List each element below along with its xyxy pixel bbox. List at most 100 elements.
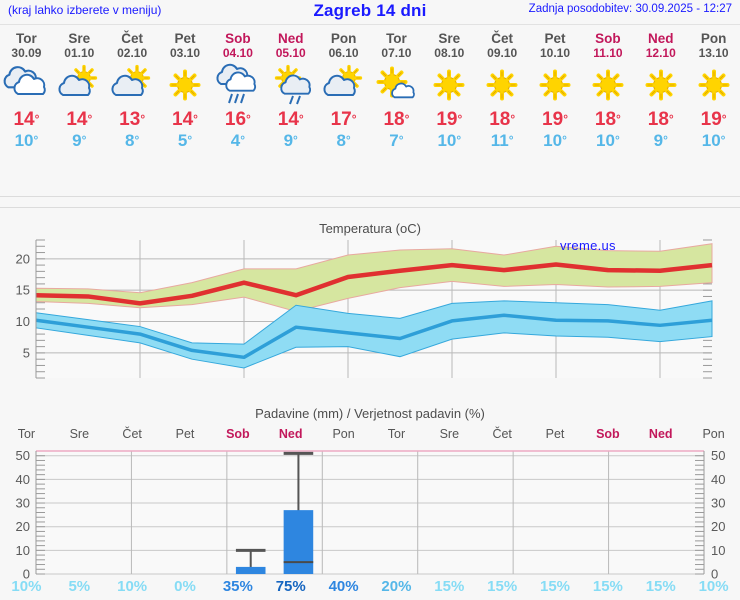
temp-max: 19° <box>542 109 568 130</box>
svg-text:30: 30 <box>711 496 725 511</box>
sunny-icon <box>476 63 528 107</box>
temperature-chart-title: Temperatura (oC) <box>319 221 421 236</box>
precip-probability: 5% <box>68 578 91 595</box>
temp-max: 18° <box>594 109 621 130</box>
temperature-chart: 5 10 15 20 <box>16 239 713 379</box>
temp-min: 10° <box>596 131 620 150</box>
sunny-icon <box>423 63 475 107</box>
temp-max: 13° <box>119 109 146 130</box>
day-column[interactable]: Pet 03.10 14° 5° <box>159 26 212 160</box>
precip-probability: 40% <box>328 578 359 595</box>
precip-day-label: Sob <box>226 427 250 441</box>
daily-forecast-row: Tor 30.09 14° 10° Sre 01.10 14° 9° Čet 02.10 13° 8°… <box>0 26 740 160</box>
temp-max: 14° <box>66 109 93 130</box>
precipitation-chart-title: Padavine (mm) / Verjetnost padavin (%) <box>255 406 485 421</box>
precipitation-chart: 0 0 10 10 20 20 30 30 40 40 50 50 <box>16 448 726 581</box>
temp-min: 9° <box>283 131 298 150</box>
day-column[interactable]: Sob 11.10 18° 10° <box>581 26 634 160</box>
precip-day-label: Pon <box>332 427 355 441</box>
temp-min: 11° <box>490 131 514 150</box>
day-name: Tor <box>386 31 407 46</box>
svg-text:20: 20 <box>16 519 30 534</box>
day-column[interactable]: Čet 02.10 13° 8° <box>106 26 159 160</box>
precip-probability: 15% <box>487 578 518 595</box>
day-name: Pet <box>174 31 196 46</box>
day-column[interactable]: Pon 13.10 19° 10° <box>687 26 740 160</box>
location-hint: (kraj lahko izberete v meniju) <box>8 3 162 17</box>
section-divider-2 <box>0 207 740 208</box>
temp-max: 19° <box>436 109 463 130</box>
svg-text:20: 20 <box>711 519 725 534</box>
precip-probability: 15% <box>540 578 571 595</box>
sunny-icon <box>635 63 687 107</box>
svg-text:30: 30 <box>16 496 30 511</box>
day-name: Pet <box>544 31 566 46</box>
temp-min: 8° <box>125 131 140 150</box>
day-date: 30.09 <box>11 46 42 60</box>
svg-text:0: 0 <box>711 567 718 581</box>
precip-day-label: Pet <box>175 427 195 441</box>
temp-min: 4° <box>230 131 245 150</box>
day-date: 11.10 <box>593 46 623 60</box>
precipitation-probability-row: 10% 5% 10% 0% 35% 75% 40% 20% 15% 15% 15% 15% 15% 10% <box>0 578 740 598</box>
header-bar: (kraj lahko izberete v meniju) Zagreb 14… <box>0 0 740 24</box>
day-column[interactable]: Tor 07.10 18° 7° <box>370 26 423 160</box>
temp-max: 18° <box>489 109 516 130</box>
precipitation-day-labels: Tor Sre Čet Pet Sob Ned Pon Tor Sre Čet Pet Sob Ned P… <box>0 427 740 443</box>
temp-min: 10° <box>543 131 567 150</box>
day-date: 06.10 <box>328 46 359 60</box>
svg-text:10: 10 <box>16 314 30 329</box>
temp-max: 16° <box>224 109 251 130</box>
partly-sunny-icon <box>318 63 370 107</box>
temp-max: 18° <box>383 109 410 130</box>
temp-max: 19° <box>700 109 727 130</box>
day-column[interactable]: Pet 10.10 19° 10° <box>529 26 582 160</box>
day-column[interactable]: Pon 06.10 17° 8° <box>317 26 370 160</box>
precip-day-label: Pet <box>545 427 565 441</box>
day-date: 02.10 <box>117 46 148 60</box>
svg-text:40: 40 <box>711 472 725 487</box>
sunny-icon <box>159 63 211 107</box>
precip-probability: 10% <box>698 578 729 595</box>
day-name: Čet <box>491 31 514 46</box>
day-date: 09.10 <box>487 46 518 60</box>
precip-day-label: Tor <box>387 427 406 441</box>
temp-max: 14° <box>277 109 304 130</box>
day-column[interactable]: Tor 30.09 14° 10° <box>0 26 53 160</box>
day-column[interactable]: Sre 08.10 19° 10° <box>423 26 476 160</box>
svg-text:0: 0 <box>23 567 30 581</box>
day-column[interactable]: Ned 05.10 14° 9° <box>264 26 317 160</box>
precip-probability: 15% <box>645 578 676 595</box>
temp-min: 5° <box>177 131 193 150</box>
rain-icon <box>212 63 264 107</box>
temp-max: 14° <box>13 109 40 130</box>
sun-small-cloud-icon <box>370 63 422 107</box>
section-divider-1 <box>0 196 740 197</box>
last-update: Zadnja posodobitev: 30.09.2025 - 12:27 <box>528 3 732 15</box>
svg-text:10: 10 <box>16 543 30 558</box>
sunny-icon <box>688 63 740 107</box>
day-name: Ned <box>647 31 674 46</box>
svg-text:20: 20 <box>16 251 30 266</box>
day-column[interactable]: Ned 12.10 18° 9° <box>634 26 687 160</box>
temp-min: 10° <box>14 131 39 150</box>
day-name: Pon <box>700 31 727 46</box>
day-name: Sob <box>595 31 621 46</box>
temp-min: 10° <box>437 131 462 150</box>
partly-sunny-icon <box>106 63 158 107</box>
temp-min: 10° <box>701 131 726 150</box>
header-divider <box>0 24 740 25</box>
temp-max: 17° <box>330 109 357 130</box>
day-column[interactable]: Sob 04.10 16° 4° <box>211 26 264 160</box>
day-column[interactable]: Sre 01.10 14° 9° <box>53 26 106 160</box>
day-date: 03.10 <box>169 46 201 60</box>
temp-min: 8° <box>336 131 351 150</box>
precip-probability: 15% <box>592 578 623 595</box>
day-date: 07.10 <box>381 46 412 60</box>
svg-text:40: 40 <box>16 472 30 487</box>
svg-text:50: 50 <box>16 448 30 463</box>
temp-min: 9° <box>653 131 668 150</box>
partly-sunny-icon <box>53 63 105 107</box>
day-column[interactable]: Čet 09.10 18° 11° <box>476 26 529 160</box>
